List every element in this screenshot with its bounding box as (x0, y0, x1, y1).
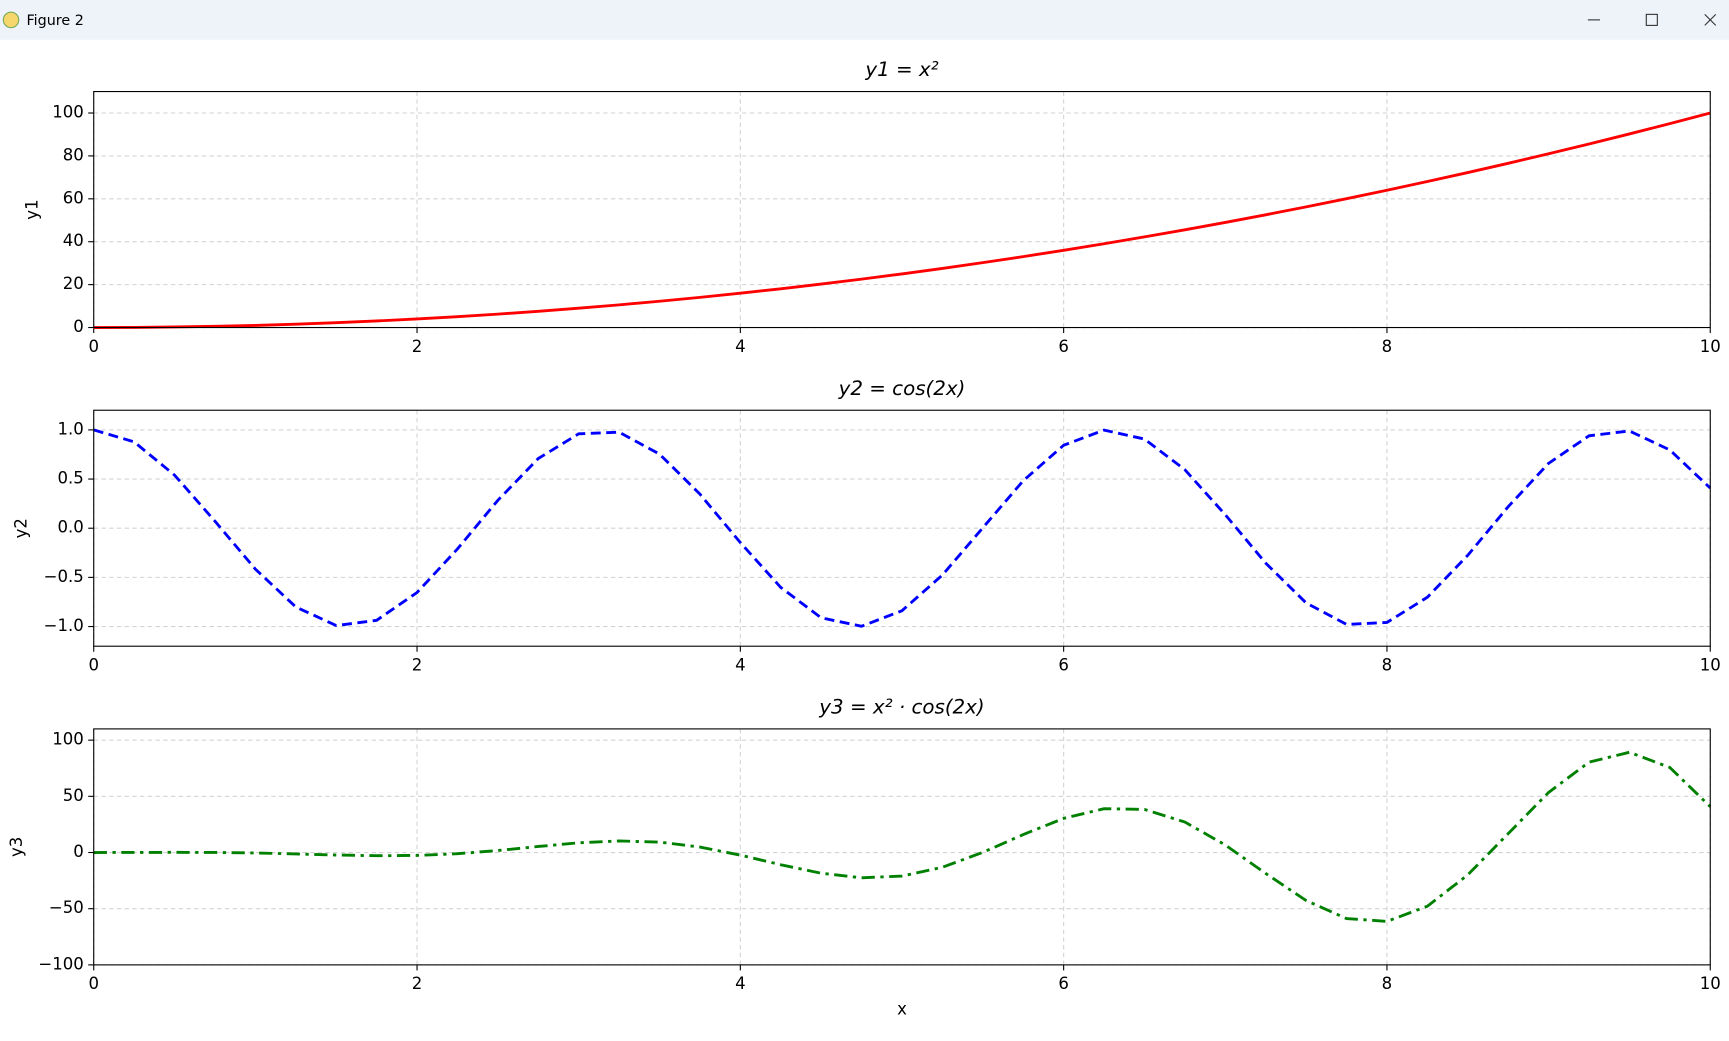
x-tick-label: 0 (88, 974, 99, 993)
x-tick-label: 8 (1382, 656, 1393, 675)
y-tick-label: −1.0 (44, 616, 84, 635)
axes-frame (93, 409, 1711, 647)
y-tick-label: 50 (63, 786, 84, 805)
x-axis-label: x (897, 1000, 907, 1019)
y-tick-label: 0 (73, 317, 84, 336)
x-tick-label: 8 (1382, 337, 1393, 356)
x-tick-label: 0 (88, 337, 99, 356)
chart-title: y1 = x² (864, 58, 938, 81)
x-tick-label: 6 (1058, 656, 1069, 675)
axes-frame (93, 91, 1711, 329)
x-tick-label: 4 (735, 337, 746, 356)
y-tick-label: −50 (49, 898, 84, 917)
y-axis-label: y2 (12, 518, 31, 538)
close-button[interactable] (1704, 13, 1717, 26)
x-tick-label: 2 (412, 974, 423, 993)
y-tick-label: 100 (52, 103, 84, 122)
chart-title: y3 = x² · cos(2x) (818, 695, 984, 718)
x-tick-label: 4 (735, 974, 746, 993)
window-title: Figure 2 (26, 13, 83, 29)
maximize-button[interactable] (1645, 13, 1658, 26)
axes-frame (93, 728, 1711, 966)
y-axis-label: y1 (23, 199, 42, 219)
y-tick-label: 1.0 (58, 419, 84, 438)
app-icon (2, 11, 20, 29)
data-line (93, 111, 1711, 329)
y-tick-label: 20 (63, 274, 84, 293)
y-tick-label: 40 (63, 231, 84, 250)
y-tick-label: −0.5 (44, 567, 84, 586)
x-tick-label: 6 (1058, 974, 1069, 993)
y-tick-label: 60 (63, 188, 84, 207)
x-tick-label: 8 (1382, 974, 1393, 993)
x-tick-label: 10 (1700, 656, 1721, 675)
x-tick-label: 2 (412, 337, 423, 356)
data-line (93, 428, 1712, 628)
data-line (93, 750, 1712, 923)
y-tick-label: 0.5 (58, 469, 84, 488)
y-tick-label: 100 (52, 730, 84, 749)
x-tick-label: 0 (88, 656, 99, 675)
x-tick-label: 10 (1700, 974, 1721, 993)
x-tick-label: 6 (1058, 337, 1069, 356)
x-tick-label: 2 (412, 656, 423, 675)
x-tick-label: 4 (735, 656, 746, 675)
x-tick-label: 10 (1700, 337, 1721, 356)
y-tick-label: 0.0 (58, 518, 84, 537)
y-tick-label: −100 (38, 954, 83, 973)
chart-title: y2 = cos(2x) (838, 377, 966, 400)
title-bar (0, 0, 1729, 40)
y-tick-label: 80 (63, 145, 84, 164)
y-axis-label: y3 (7, 837, 26, 857)
y-tick-label: 0 (73, 842, 84, 861)
